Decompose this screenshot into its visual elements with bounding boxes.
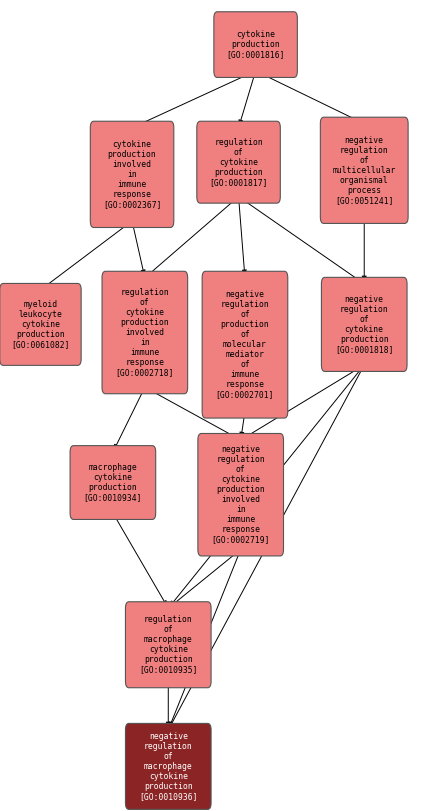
Text: cytokine
production
involved
in
immune
response
[GO:0002367]: cytokine production involved in immune r… xyxy=(103,139,161,209)
Text: regulation
of
macrophage
cytokine
production
[GO:0010935]: regulation of macrophage cytokine produc… xyxy=(139,615,198,675)
Text: negative
regulation
of
multicellular
organismal
process
[GO:0051241]: negative regulation of multicellular org… xyxy=(333,135,396,205)
Text: negative
regulation
of
cytokine
production
involved
in
immune
response
[GO:00027: negative regulation of cytokine producti… xyxy=(211,445,270,544)
FancyBboxPatch shape xyxy=(202,271,288,418)
FancyBboxPatch shape xyxy=(125,602,211,688)
FancyBboxPatch shape xyxy=(197,121,280,203)
FancyBboxPatch shape xyxy=(125,723,211,809)
Text: macrophage
cytokine
production
[GO:0010934]: macrophage cytokine production [GO:00109… xyxy=(83,463,142,502)
FancyBboxPatch shape xyxy=(102,271,187,394)
Text: regulation
of
cytokine
production
[GO:0001817]: regulation of cytokine production [GO:00… xyxy=(209,138,268,187)
Text: myeloid
leukocyte
cytokine
production
[GO:0061082]: myeloid leukocyte cytokine production [G… xyxy=(11,300,70,349)
Text: negative
regulation
of
production
of
molecular
mediator
of
immune
response
[GO:0: negative regulation of production of mol… xyxy=(216,290,274,400)
Text: negative
regulation
of
cytokine
production
[GO:0001818]: negative regulation of cytokine producti… xyxy=(335,294,394,354)
FancyBboxPatch shape xyxy=(320,117,408,223)
Text: negative
regulation
of
macrophage
cytokine
production
[GO:0010936]: negative regulation of macrophage cytoki… xyxy=(139,732,198,801)
FancyBboxPatch shape xyxy=(198,433,284,556)
FancyBboxPatch shape xyxy=(90,121,174,227)
FancyBboxPatch shape xyxy=(0,284,81,365)
Text: regulation
of
cytokine
production
involved
in
immune
response
[GO:0002718]: regulation of cytokine production involv… xyxy=(115,288,174,377)
FancyBboxPatch shape xyxy=(321,277,407,371)
FancyBboxPatch shape xyxy=(70,446,156,519)
FancyBboxPatch shape xyxy=(214,11,297,78)
Text: cytokine
production
[GO:0001816]: cytokine production [GO:0001816] xyxy=(226,30,285,59)
